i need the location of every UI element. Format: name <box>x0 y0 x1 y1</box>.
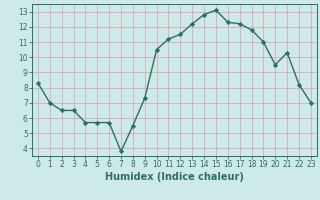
X-axis label: Humidex (Indice chaleur): Humidex (Indice chaleur) <box>105 172 244 182</box>
